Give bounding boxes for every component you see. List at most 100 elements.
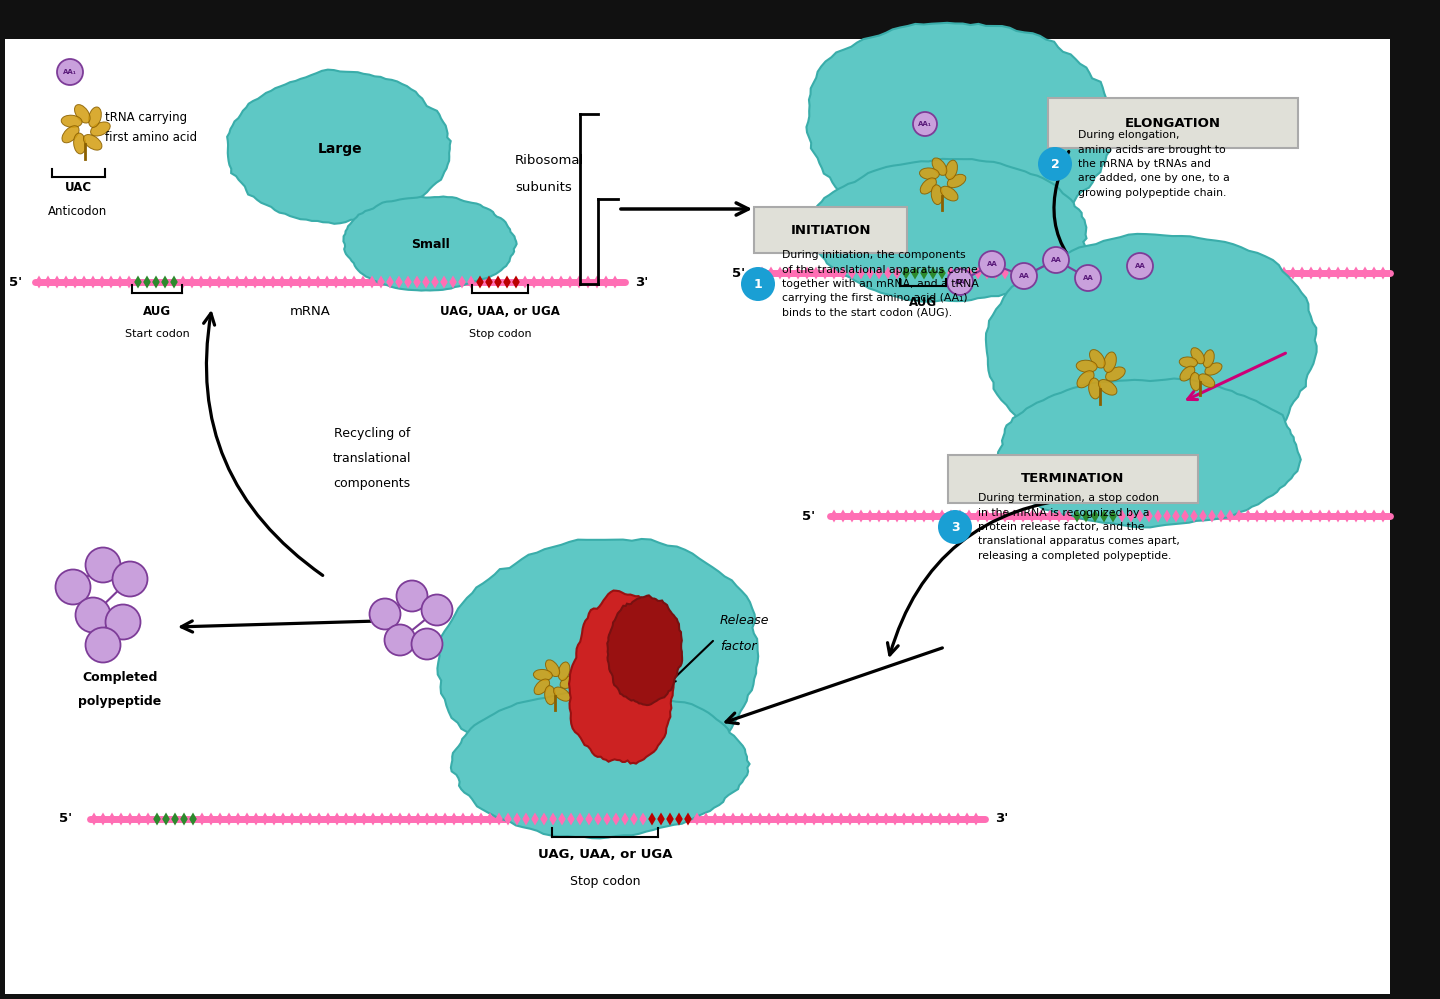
- Text: During elongation,
amino acids are brought to
the mRNA by tRNAs and
are added, o: During elongation, amino acids are broug…: [1079, 130, 1230, 198]
- Polygon shape: [759, 267, 766, 273]
- Polygon shape: [415, 819, 422, 825]
- Polygon shape: [1280, 273, 1287, 280]
- Polygon shape: [369, 812, 377, 819]
- Polygon shape: [1200, 273, 1207, 280]
- Polygon shape: [984, 273, 991, 280]
- Polygon shape: [360, 812, 367, 819]
- Polygon shape: [1181, 273, 1189, 280]
- Polygon shape: [1181, 516, 1189, 522]
- Polygon shape: [1109, 509, 1117, 516]
- Polygon shape: [386, 282, 393, 289]
- Polygon shape: [1001, 267, 1009, 273]
- Polygon shape: [857, 516, 865, 522]
- Polygon shape: [1037, 516, 1045, 522]
- Polygon shape: [831, 273, 838, 280]
- Polygon shape: [857, 509, 865, 516]
- Polygon shape: [1020, 509, 1027, 516]
- Polygon shape: [703, 819, 710, 825]
- Polygon shape: [1172, 516, 1179, 522]
- Polygon shape: [1236, 273, 1243, 280]
- Polygon shape: [539, 276, 547, 282]
- Polygon shape: [467, 276, 475, 282]
- Polygon shape: [1380, 267, 1387, 273]
- Polygon shape: [965, 509, 973, 516]
- Polygon shape: [667, 819, 674, 825]
- Polygon shape: [1217, 273, 1225, 280]
- Polygon shape: [377, 282, 384, 289]
- Polygon shape: [848, 273, 855, 280]
- Ellipse shape: [73, 133, 86, 154]
- Polygon shape: [585, 282, 592, 289]
- Polygon shape: [431, 282, 439, 289]
- Ellipse shape: [1090, 350, 1104, 368]
- Polygon shape: [1371, 273, 1378, 280]
- Polygon shape: [1289, 267, 1297, 273]
- Polygon shape: [1037, 509, 1045, 516]
- Polygon shape: [235, 812, 242, 819]
- Ellipse shape: [544, 685, 556, 704]
- Polygon shape: [171, 819, 179, 825]
- Polygon shape: [792, 812, 799, 819]
- Polygon shape: [377, 276, 384, 282]
- Polygon shape: [1028, 516, 1035, 522]
- Polygon shape: [359, 276, 367, 282]
- Ellipse shape: [560, 675, 577, 688]
- Polygon shape: [531, 819, 539, 825]
- Polygon shape: [657, 819, 665, 825]
- Polygon shape: [1344, 273, 1351, 280]
- Polygon shape: [909, 819, 917, 825]
- Text: Stop codon: Stop codon: [570, 874, 641, 887]
- Polygon shape: [252, 812, 259, 819]
- Polygon shape: [684, 812, 691, 819]
- Polygon shape: [143, 282, 151, 289]
- Polygon shape: [107, 276, 115, 282]
- Polygon shape: [396, 819, 403, 825]
- Polygon shape: [1227, 509, 1234, 516]
- Polygon shape: [806, 23, 1115, 236]
- Polygon shape: [711, 819, 719, 825]
- Polygon shape: [847, 812, 854, 819]
- Polygon shape: [972, 819, 979, 825]
- Polygon shape: [504, 819, 511, 825]
- Polygon shape: [1352, 267, 1359, 273]
- Polygon shape: [45, 276, 52, 282]
- Polygon shape: [1109, 516, 1117, 522]
- Polygon shape: [1325, 273, 1333, 280]
- Polygon shape: [315, 819, 323, 825]
- Polygon shape: [945, 819, 953, 825]
- Text: AA: AA: [1018, 273, 1030, 279]
- Text: subunits: subunits: [516, 181, 572, 194]
- Polygon shape: [756, 819, 763, 825]
- Polygon shape: [423, 819, 431, 825]
- Polygon shape: [1308, 509, 1315, 516]
- Polygon shape: [900, 812, 907, 819]
- Polygon shape: [279, 819, 287, 825]
- Polygon shape: [693, 819, 701, 825]
- Polygon shape: [423, 812, 431, 819]
- Text: 5': 5': [732, 267, 744, 280]
- Polygon shape: [1208, 509, 1215, 516]
- Polygon shape: [1011, 273, 1018, 280]
- Polygon shape: [163, 819, 170, 825]
- Ellipse shape: [62, 115, 82, 128]
- Polygon shape: [422, 276, 429, 282]
- Polygon shape: [984, 509, 991, 516]
- Polygon shape: [1100, 273, 1107, 280]
- Polygon shape: [180, 819, 187, 825]
- Polygon shape: [477, 812, 485, 819]
- Polygon shape: [975, 509, 982, 516]
- Ellipse shape: [62, 126, 79, 143]
- Polygon shape: [848, 267, 855, 273]
- Polygon shape: [1227, 516, 1234, 522]
- Polygon shape: [602, 276, 609, 282]
- Polygon shape: [163, 812, 170, 819]
- Polygon shape: [494, 276, 501, 282]
- Polygon shape: [1380, 516, 1387, 522]
- Polygon shape: [831, 267, 838, 273]
- Polygon shape: [1064, 509, 1071, 516]
- Polygon shape: [467, 282, 475, 289]
- Polygon shape: [948, 273, 955, 280]
- Text: tRNA carrying: tRNA carrying: [105, 111, 187, 124]
- Polygon shape: [992, 509, 999, 516]
- Polygon shape: [451, 689, 750, 838]
